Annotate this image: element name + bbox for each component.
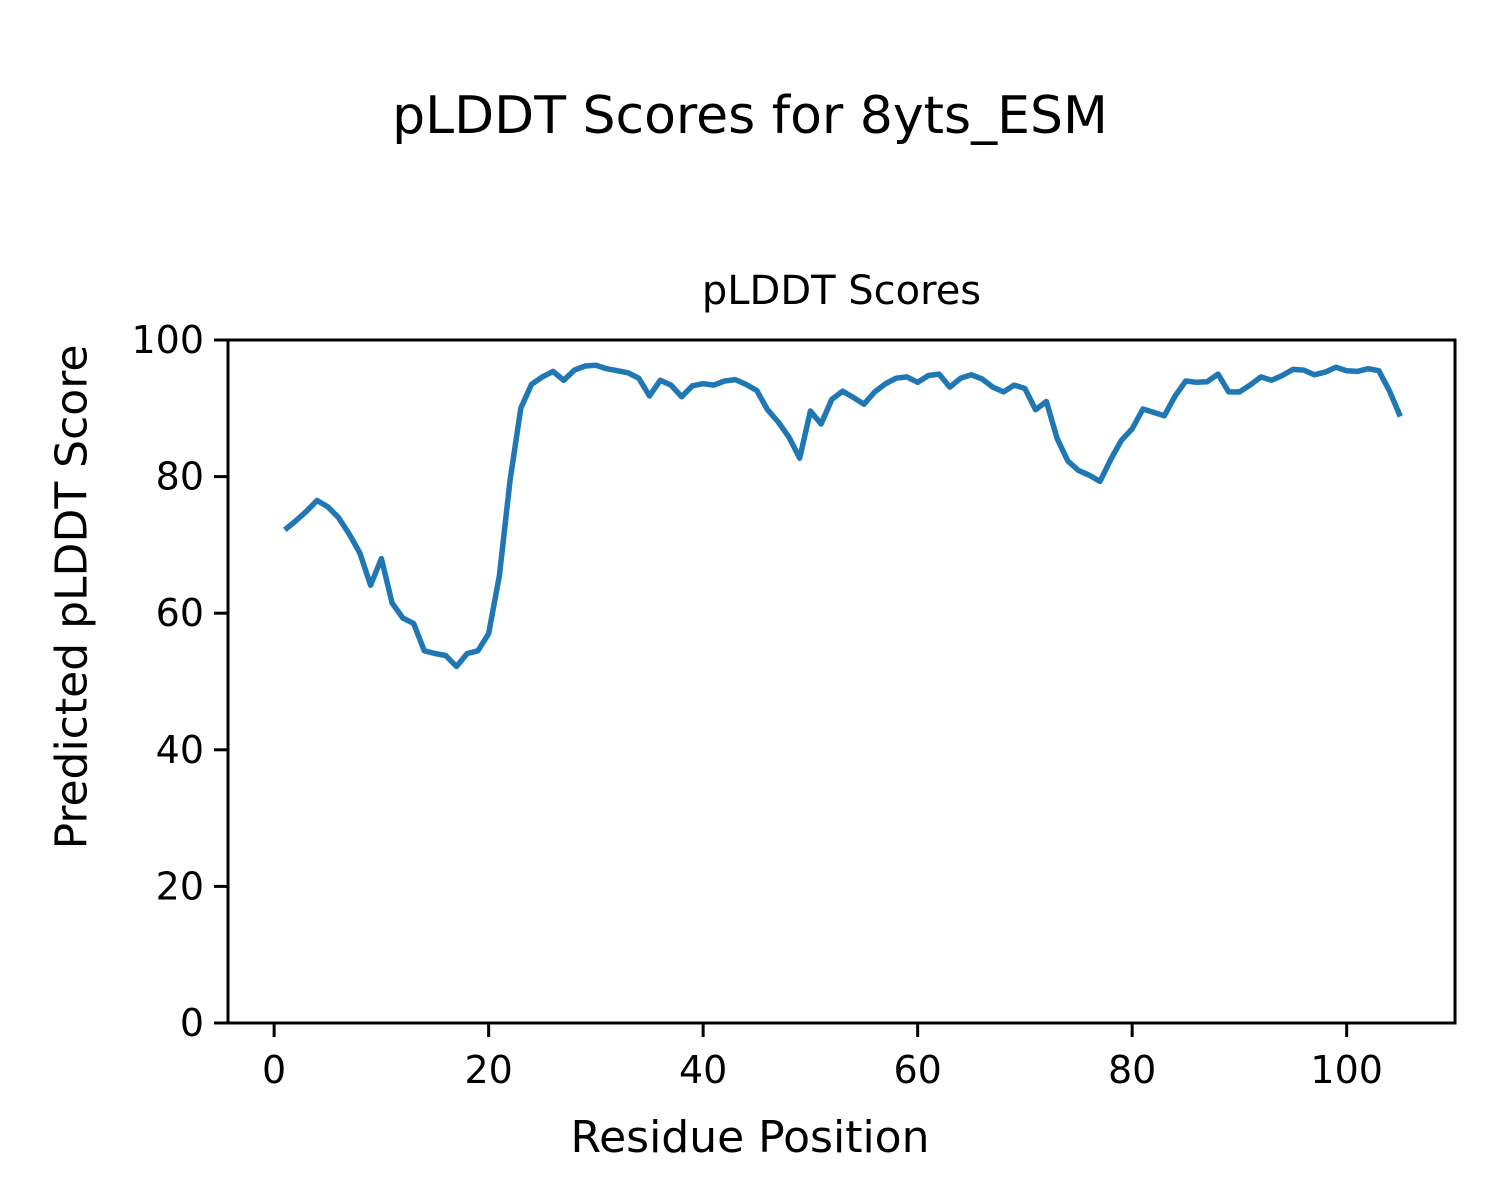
x-axis-label: Residue Position bbox=[570, 1112, 930, 1163]
x-tick-label: 80 bbox=[1108, 1048, 1156, 1092]
x-tick-label: 100 bbox=[1310, 1048, 1383, 1092]
y-tick-label: 80 bbox=[156, 455, 204, 499]
y-tick-label: 20 bbox=[156, 864, 204, 908]
y-axis-ticks: 0 20 40 60 80 100 bbox=[131, 318, 228, 1045]
x-tick-label: 0 bbox=[262, 1048, 286, 1092]
axes-title: pLDDT Scores bbox=[701, 268, 982, 314]
x-tick-label: 60 bbox=[893, 1048, 941, 1092]
y-tick-label: 100 bbox=[131, 318, 204, 362]
figure-suptitle: pLDDT Scores for 8yts_ESM bbox=[392, 86, 1108, 146]
y-tick-label: 0 bbox=[180, 1001, 204, 1045]
y-tick-label: 60 bbox=[156, 591, 204, 635]
y-axis-label: Predicted pLDDT Score bbox=[46, 344, 98, 850]
x-tick-label: 20 bbox=[464, 1048, 512, 1092]
plddt-score-line bbox=[283, 362, 1403, 670]
x-axis-ticks: 0 20 40 60 80 100 bbox=[262, 1023, 1383, 1092]
y-tick-label: 40 bbox=[156, 728, 204, 772]
x-tick-label: 40 bbox=[679, 1048, 727, 1092]
axes-spines bbox=[226, 338, 1457, 1025]
